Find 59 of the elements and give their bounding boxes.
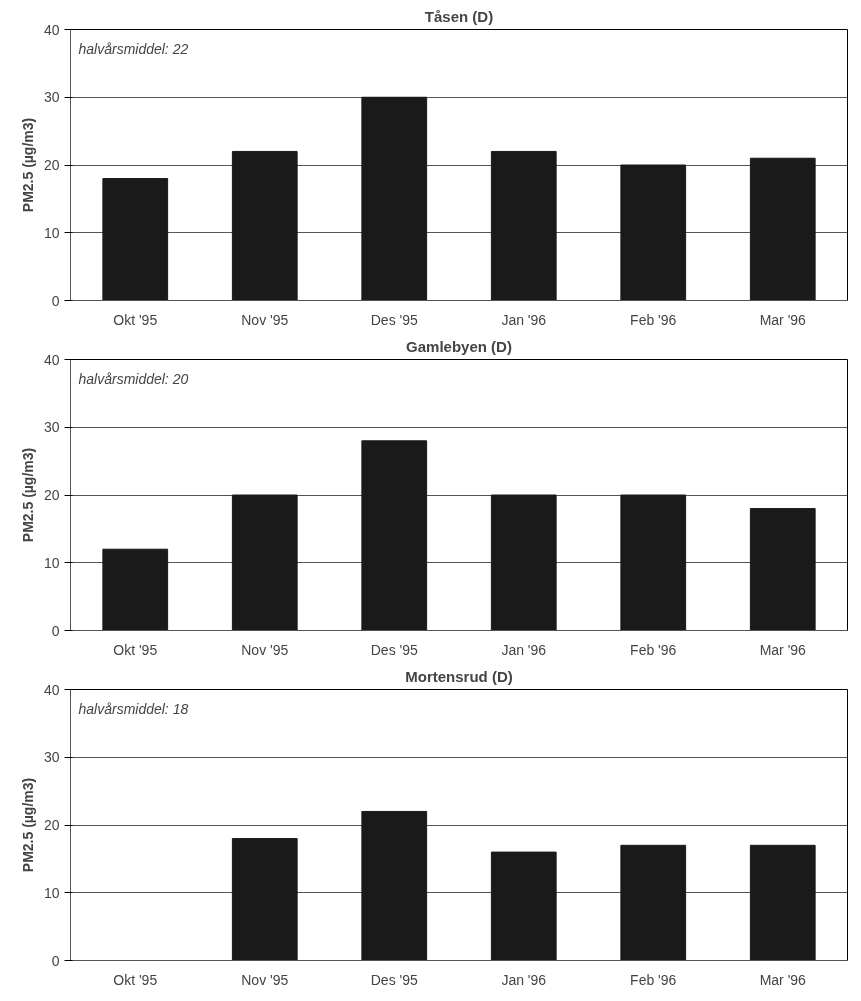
y-tick-label: 30: [43, 89, 60, 106]
y-tick-label: 0: [51, 292, 60, 309]
bar: [490, 494, 557, 631]
annotation: halvårsmiddel: 18: [78, 700, 189, 717]
x-tick-label: Feb '96: [630, 311, 677, 328]
y-axis-title: PM2.5 (µg/m3): [19, 117, 36, 213]
x-tick-label: Des '95: [370, 311, 418, 328]
x-tick-label: Jan '96: [501, 641, 547, 658]
x-tick-label: Okt '95: [113, 311, 158, 328]
x-tick-label: Okt '95: [113, 641, 158, 658]
y-tick-label: 20: [43, 487, 60, 503]
y-axis-title: PM2.5 (µg/m3): [19, 447, 36, 543]
annotation: halvårsmiddel: 22: [78, 40, 189, 57]
bar: [231, 494, 298, 631]
bar: [749, 844, 816, 961]
bar: [361, 810, 428, 961]
chart-title: Gamlebyen (D): [406, 337, 512, 355]
bar: [749, 508, 816, 631]
y-tick-label: 10: [43, 224, 60, 241]
x-tick-label: Nov '95: [241, 311, 289, 328]
chart-title: Mortensrud (D): [405, 667, 513, 685]
x-tick-label: Mar '96: [759, 971, 807, 988]
x-tick-label: Des '95: [370, 641, 418, 658]
bar: [361, 96, 428, 301]
y-tick-label: 30: [43, 749, 60, 766]
chart-title: Tåsen (D): [424, 7, 494, 25]
bar: [490, 851, 557, 961]
y-tick-label: 30: [43, 419, 60, 436]
y-tick-label: 20: [43, 817, 60, 833]
y-tick-label: 0: [51, 622, 60, 639]
y-tick-label: 40: [43, 681, 60, 698]
bar: [102, 548, 169, 631]
y-tick-label: 40: [43, 21, 60, 38]
x-tick-label: Des '95: [370, 971, 418, 988]
x-tick-label: Feb '96: [630, 641, 677, 658]
y-tick-label: 40: [43, 351, 60, 368]
bar: [620, 844, 687, 961]
bar: [620, 164, 687, 301]
x-tick-label: Feb '96: [630, 971, 677, 988]
y-axis-title: PM2.5 (µg/m3): [19, 777, 36, 873]
x-tick-label: Jan '96: [501, 311, 547, 328]
x-tick-label: Nov '95: [241, 971, 289, 988]
x-tick-label: Nov '95: [241, 641, 289, 658]
bar: [231, 838, 298, 961]
y-tick-label: 10: [43, 554, 60, 571]
x-tick-label: Mar '96: [759, 641, 807, 658]
bar: [490, 150, 557, 301]
bar: [231, 150, 298, 301]
x-tick-label: Jan '96: [501, 971, 547, 988]
bar: [102, 178, 169, 301]
bar: [749, 157, 816, 301]
bar: [620, 494, 687, 631]
annotation: halvårsmiddel: 20: [78, 370, 189, 387]
x-tick-label: Okt '95: [113, 971, 158, 988]
y-tick-label: 20: [43, 157, 60, 173]
y-tick-label: 10: [43, 884, 60, 901]
bar: [361, 440, 428, 631]
y-tick-label: 0: [51, 952, 60, 969]
x-tick-label: Mar '96: [759, 311, 807, 328]
